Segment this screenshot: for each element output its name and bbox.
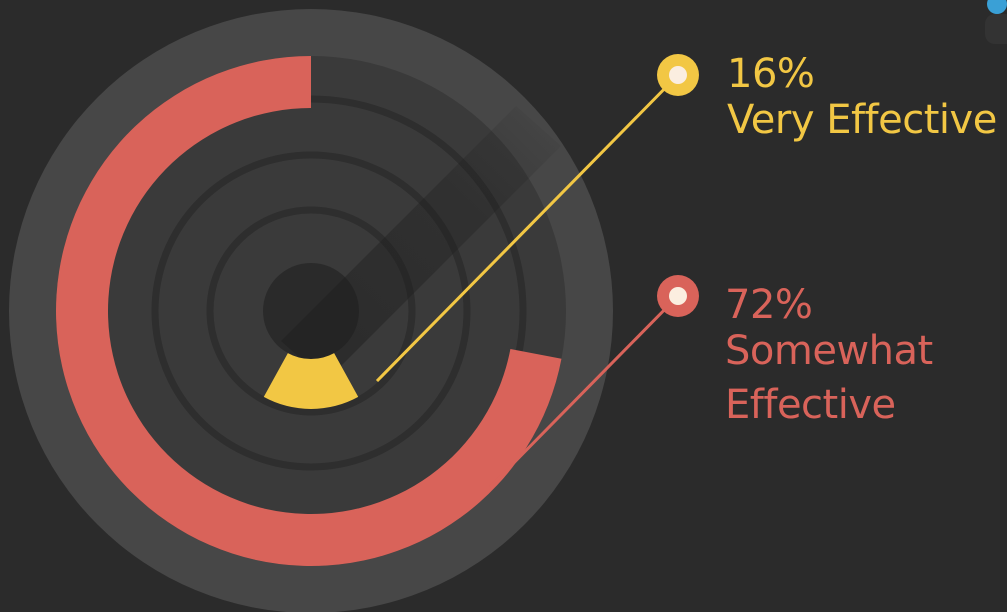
very-effective-percent-label: 16% — [727, 51, 815, 97]
ring-groove-3 — [206, 206, 416, 416]
leader-line-very-effective — [375, 73, 680, 383]
somewhat-effective-category-label-line1: Somewhat — [725, 328, 933, 374]
arc-very-effective — [263, 353, 359, 409]
marker-inner-very-effective — [669, 66, 687, 84]
marker-inner-somewhat-effective — [669, 287, 687, 305]
leader-line-somewhat-effective — [488, 294, 680, 489]
ring-groove-2 — [151, 151, 471, 471]
corner-decoration-dot — [987, 0, 1007, 14]
shadow-band — [281, 106, 561, 381]
very-effective-category-label: Very Effective — [727, 97, 997, 143]
somewhat-effective-category-label-line2: Effective — [725, 382, 896, 428]
corner-decoration-shade — [985, 14, 1007, 44]
somewhat-effective-percent-label: 72% — [725, 282, 813, 328]
